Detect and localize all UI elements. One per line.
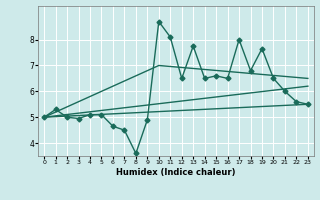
X-axis label: Humidex (Indice chaleur): Humidex (Indice chaleur) — [116, 168, 236, 177]
